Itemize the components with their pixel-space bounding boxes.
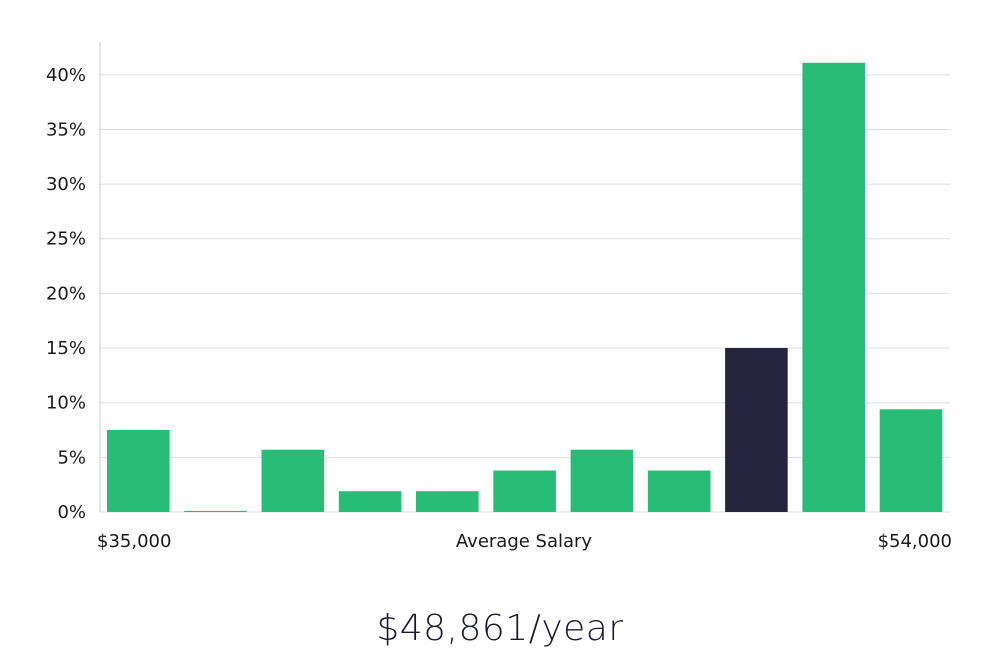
- y-tick-label: 10%: [46, 393, 86, 414]
- bar: [338, 491, 402, 512]
- bar: [261, 449, 325, 512]
- x-min-label: $35,000: [97, 531, 171, 552]
- y-tick-label: 5%: [57, 447, 86, 468]
- bar: [493, 470, 556, 512]
- y-axis-ticks: 0% 5% 10% 15% 20% 25% 30% 35% 40%: [46, 65, 86, 523]
- bar: [879, 409, 943, 512]
- y-tick-label: 15%: [46, 338, 86, 359]
- y-tick-label: 30%: [46, 174, 86, 195]
- bar-highlighted: [725, 348, 788, 512]
- bar: [647, 470, 711, 512]
- x-max-label: $54,000: [878, 531, 952, 552]
- bar: [416, 491, 479, 512]
- x-axis-title: Average Salary: [456, 531, 593, 552]
- y-tick-label: 0%: [57, 502, 86, 523]
- bar: [107, 430, 170, 512]
- bars: [107, 62, 943, 513]
- grid-lines: [100, 74, 950, 513]
- bar: [184, 510, 247, 512]
- bar: [802, 62, 865, 513]
- y-tick-label: 20%: [46, 283, 86, 304]
- bar: [570, 449, 634, 512]
- y-tick-label: 25%: [46, 229, 86, 250]
- salary-distribution-chart: 0% 5% 10% 15% 20% 25% 30% 35% 40% $35,000 Averag…: [46, 42, 952, 552]
- y-tick-label: 40%: [46, 65, 86, 86]
- average-salary-headline: $48,861/year: [376, 608, 624, 649]
- y-tick-label: 35%: [46, 119, 86, 140]
